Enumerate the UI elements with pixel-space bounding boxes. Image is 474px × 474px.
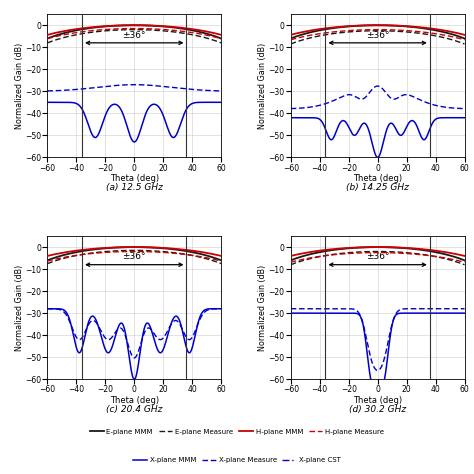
X-axis label: Theta (deg): Theta (deg) — [353, 174, 402, 183]
Text: ±36°: ±36° — [123, 30, 146, 39]
X-axis label: Theta (deg): Theta (deg) — [110, 396, 159, 405]
Text: (b) 14.25 GHz: (b) 14.25 GHz — [346, 183, 409, 192]
Text: (c) 20.4 GHz: (c) 20.4 GHz — [106, 405, 163, 414]
X-axis label: Theta (deg): Theta (deg) — [110, 174, 159, 183]
Text: ±36°: ±36° — [366, 252, 389, 261]
Legend: X-plane MMM, X-plane Measure, X-plane CST: X-plane MMM, X-plane Measure, X-plane CS… — [130, 454, 344, 466]
Legend: E-plane MMM, E-plane Measure, H-plane MMM, H-plane Measure: E-plane MMM, E-plane Measure, H-plane MM… — [87, 426, 387, 438]
Text: ±36°: ±36° — [123, 252, 146, 261]
Y-axis label: Normalized Gain (dB): Normalized Gain (dB) — [15, 43, 24, 129]
Text: ±36°: ±36° — [366, 30, 389, 39]
Text: (a) 12.5 GHz: (a) 12.5 GHz — [106, 183, 163, 192]
Text: (d) 30.2 GHz: (d) 30.2 GHz — [349, 405, 406, 414]
X-axis label: Theta (deg): Theta (deg) — [353, 396, 402, 405]
Y-axis label: Normalized Gain (dB): Normalized Gain (dB) — [258, 43, 267, 129]
Y-axis label: Normalized Gain (dB): Normalized Gain (dB) — [258, 264, 267, 351]
Y-axis label: Normalized Gain (dB): Normalized Gain (dB) — [15, 264, 24, 351]
